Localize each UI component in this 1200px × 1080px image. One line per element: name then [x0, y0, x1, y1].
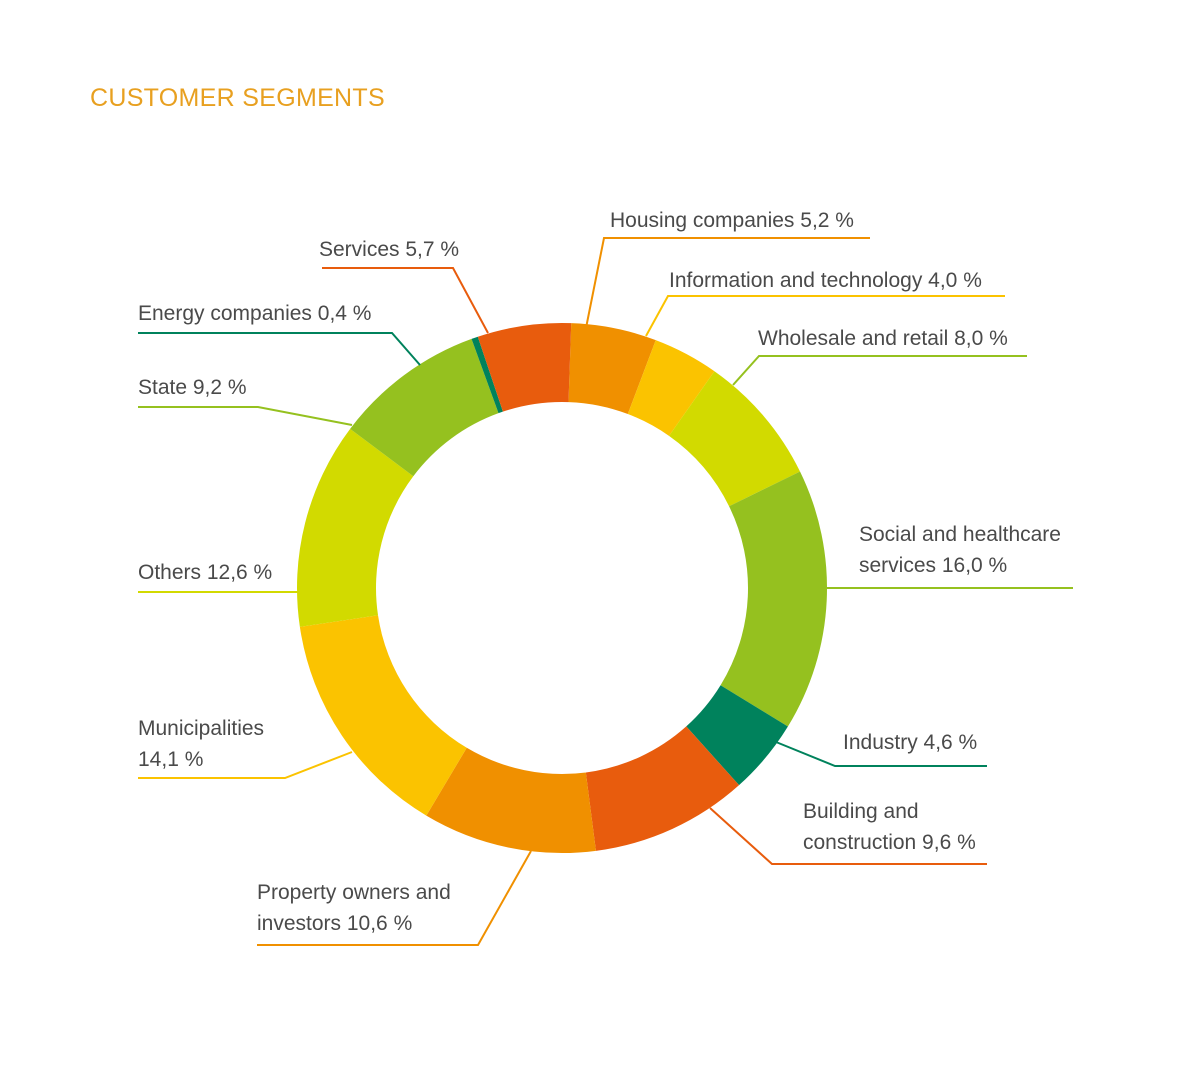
slice-wholesale — [669, 371, 801, 507]
leader-line-state — [138, 406, 353, 426]
slice-industry — [686, 685, 788, 786]
slice-infotech — [627, 340, 715, 436]
label-energy: Energy companies 0,4 % — [138, 302, 372, 325]
label-infotech: Information and technology 4,0 % — [669, 269, 982, 292]
slice-others — [297, 428, 414, 627]
leader-line-energy — [138, 332, 421, 366]
label-social: Social and healthcare services 16,0 % — [859, 523, 1061, 577]
label-property: Property owners and investors 10,6 % — [257, 881, 451, 935]
label-building: Building and construction 9,6 % — [803, 800, 976, 854]
slice-services — [477, 323, 572, 412]
leader-line-municipalities — [138, 751, 353, 779]
label-industry: Industry 4,6 % — [843, 731, 978, 754]
label-wholesale: Wholesale and retail 8,0 % — [758, 327, 1008, 350]
label-municipalities: Municipalities 14,1 % — [138, 717, 265, 771]
slice-housing — [568, 323, 656, 415]
chart-title: CUSTOMER SEGMENTS — [90, 84, 385, 112]
label-services: Services 5,7 % — [319, 238, 460, 261]
label-housing: Housing companies 5,2 % — [610, 209, 854, 232]
leader-lines — [138, 237, 1073, 946]
leader-line-property — [257, 850, 532, 946]
slice-social — [720, 471, 827, 727]
leader-line-building — [709, 807, 987, 865]
leader-line-services — [322, 267, 489, 334]
slice-property — [426, 747, 596, 854]
slice-municipalities — [299, 615, 467, 816]
slice-state — [350, 338, 499, 477]
slice-energy — [471, 336, 503, 414]
leader-line-housing — [585, 237, 870, 329]
donut-slices — [297, 323, 827, 854]
leader-line-wholesale — [732, 355, 1027, 386]
leader-line-infotech — [645, 295, 1005, 337]
label-state: State 9,2 % — [138, 376, 247, 399]
leader-line-industry — [775, 741, 987, 767]
slice-building — [585, 726, 740, 851]
label-others: Others 12,6 % — [138, 561, 273, 584]
